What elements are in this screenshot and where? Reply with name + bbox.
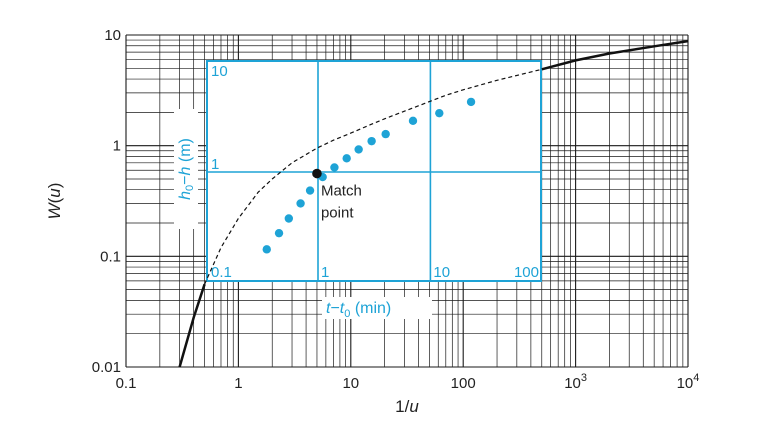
overlay-y-label-minus: − bbox=[177, 175, 194, 184]
observation-point bbox=[305, 186, 315, 195]
overlay-y-label-subscript: 0 bbox=[184, 185, 196, 191]
observation-point bbox=[284, 214, 294, 223]
x-tick-label: 1 bbox=[234, 375, 242, 392]
match-point-label-line1: Match bbox=[321, 183, 362, 200]
match-point-marker bbox=[312, 168, 322, 179]
observation-point bbox=[381, 129, 390, 139]
overlay-x-label-unit: (min) bbox=[350, 300, 391, 317]
observation-point bbox=[262, 245, 271, 254]
observation-point bbox=[354, 145, 363, 154]
overlay-x-tick-text: 0.1 bbox=[211, 264, 232, 281]
overlay-x-label-subscript: 0 bbox=[344, 308, 350, 320]
y-tick-text: 1 bbox=[113, 138, 121, 155]
x-tick-label: 103 bbox=[564, 372, 587, 392]
type-curve-layer bbox=[178, 39, 689, 368]
x-tick-exponent: 4 bbox=[693, 372, 699, 384]
overlay-x-label-var: t bbox=[340, 300, 345, 317]
overlay-x-label-bg bbox=[322, 297, 432, 319]
overlay-x-tick-label: 10 bbox=[433, 264, 450, 281]
overlay-y-label-bg bbox=[174, 109, 198, 229]
match-point-label-line2: point bbox=[321, 205, 354, 222]
x-axis-label-text: 1/ bbox=[395, 397, 409, 416]
x-tick-text: 10 bbox=[342, 375, 359, 392]
y-tick-label: 0.01 bbox=[92, 359, 121, 376]
y-axis-label-text: ) bbox=[45, 183, 64, 189]
y-axis-label-var: u bbox=[45, 188, 64, 198]
observation-points bbox=[262, 97, 476, 254]
x-tick-exponent: 3 bbox=[581, 372, 587, 384]
x-axis-label-var: u bbox=[409, 397, 419, 416]
overlay-frame bbox=[206, 60, 542, 282]
y-tick-text: 0.01 bbox=[92, 359, 121, 376]
observation-point bbox=[296, 199, 305, 208]
overlay-x-tick-text: 100 bbox=[514, 264, 539, 281]
observation-point bbox=[466, 97, 476, 107]
y-axis-label-var: W bbox=[45, 201, 64, 219]
observation-point bbox=[274, 228, 284, 238]
overlay-x-tick-label: 1 bbox=[321, 264, 329, 281]
x-tick-label: 10 bbox=[342, 375, 359, 392]
observation-point bbox=[408, 116, 418, 126]
overlay-panel bbox=[206, 60, 542, 282]
overlay-x-label-minus: − bbox=[330, 300, 339, 317]
overlay-x-axis-label: t−t0 (min) bbox=[326, 300, 391, 320]
x-tick-text: 1 bbox=[234, 375, 242, 392]
x-tick-text: 0.1 bbox=[116, 375, 137, 392]
x-tick-text: 10 bbox=[677, 375, 694, 392]
match-point-text: Match bbox=[321, 183, 362, 200]
overlay-y-label-var: h bbox=[177, 166, 194, 175]
overlay-x-label-var: t bbox=[326, 300, 331, 317]
overlay-y-tick-text: 10 bbox=[211, 63, 228, 80]
overlay-x-tick-label: 100 bbox=[514, 264, 539, 281]
x-tick-text: 100 bbox=[451, 375, 476, 392]
y-axis-label-text: ( bbox=[45, 197, 64, 203]
type-curve-dashed bbox=[204, 68, 542, 285]
x-axis-label: 1/u bbox=[395, 397, 419, 416]
x-tick-text: 10 bbox=[564, 375, 581, 392]
x-tick-label: 104 bbox=[677, 372, 700, 392]
observation-point bbox=[435, 108, 444, 118]
overlay-y-label-unit: (m) bbox=[177, 138, 194, 166]
overlay-y-tick-text: 1 bbox=[211, 156, 219, 173]
overlay-y-label-var: h bbox=[177, 191, 194, 200]
overlay-x-tick-label: 0.1 bbox=[211, 264, 232, 281]
type-curve-solid bbox=[541, 39, 689, 71]
y-tick-label: 0.1 bbox=[100, 248, 121, 265]
observation-point bbox=[367, 136, 376, 146]
overlay-x-tick-text: 10 bbox=[433, 264, 450, 281]
x-tick-label: 0.1 bbox=[116, 375, 137, 392]
observation-point bbox=[342, 154, 351, 163]
y-axis-label: W(u) bbox=[45, 183, 64, 220]
x-tick-label: 100 bbox=[451, 375, 476, 392]
observation-point bbox=[330, 163, 339, 172]
y-tick-text: 0.1 bbox=[100, 248, 121, 265]
type-curve-solid bbox=[178, 283, 206, 368]
y-tick-label: 10 bbox=[104, 27, 121, 44]
y-tick-label: 1 bbox=[113, 138, 121, 155]
overlay-y-tick-label: 10 bbox=[211, 63, 228, 80]
overlay-x-tick-text: 1 bbox=[321, 264, 329, 281]
overlay-y-tick-label: 1 bbox=[211, 156, 219, 173]
y-tick-text: 10 bbox=[104, 27, 121, 44]
overlay-y-axis-label: h0−h (m) bbox=[177, 138, 196, 200]
match-point-text: point bbox=[321, 205, 354, 222]
